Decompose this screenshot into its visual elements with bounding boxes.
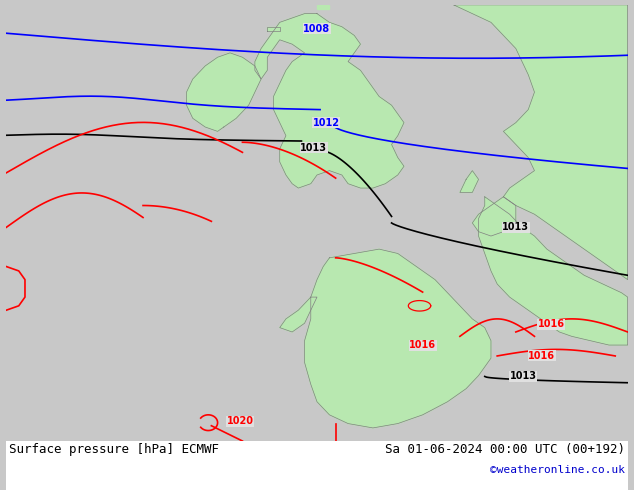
Text: 1020: 1020 (227, 416, 254, 426)
Text: 1016: 1016 (528, 351, 555, 361)
Polygon shape (472, 197, 516, 236)
Polygon shape (460, 171, 479, 193)
Text: 1013: 1013 (502, 222, 529, 232)
Text: 1016: 1016 (538, 319, 564, 329)
Bar (6, 441, 628, 490)
Polygon shape (304, 249, 491, 428)
Polygon shape (280, 297, 317, 332)
Text: ©weatheronline.co.uk: ©weatheronline.co.uk (489, 465, 624, 475)
Text: Surface pressure [hPa] ECMWF: Surface pressure [hPa] ECMWF (10, 443, 219, 456)
Text: 1008: 1008 (304, 24, 330, 34)
Polygon shape (186, 53, 261, 131)
Text: Sa 01-06-2024 00:00 UTC (00+192): Sa 01-06-2024 00:00 UTC (00+192) (385, 443, 624, 456)
Text: 1012: 1012 (313, 118, 340, 128)
Text: 1013: 1013 (301, 143, 327, 152)
Polygon shape (454, 5, 628, 280)
Text: 1016: 1016 (409, 340, 436, 350)
Polygon shape (255, 14, 404, 188)
Polygon shape (268, 26, 280, 31)
Polygon shape (317, 5, 330, 9)
Polygon shape (479, 197, 628, 345)
Text: 1013: 1013 (510, 371, 536, 381)
